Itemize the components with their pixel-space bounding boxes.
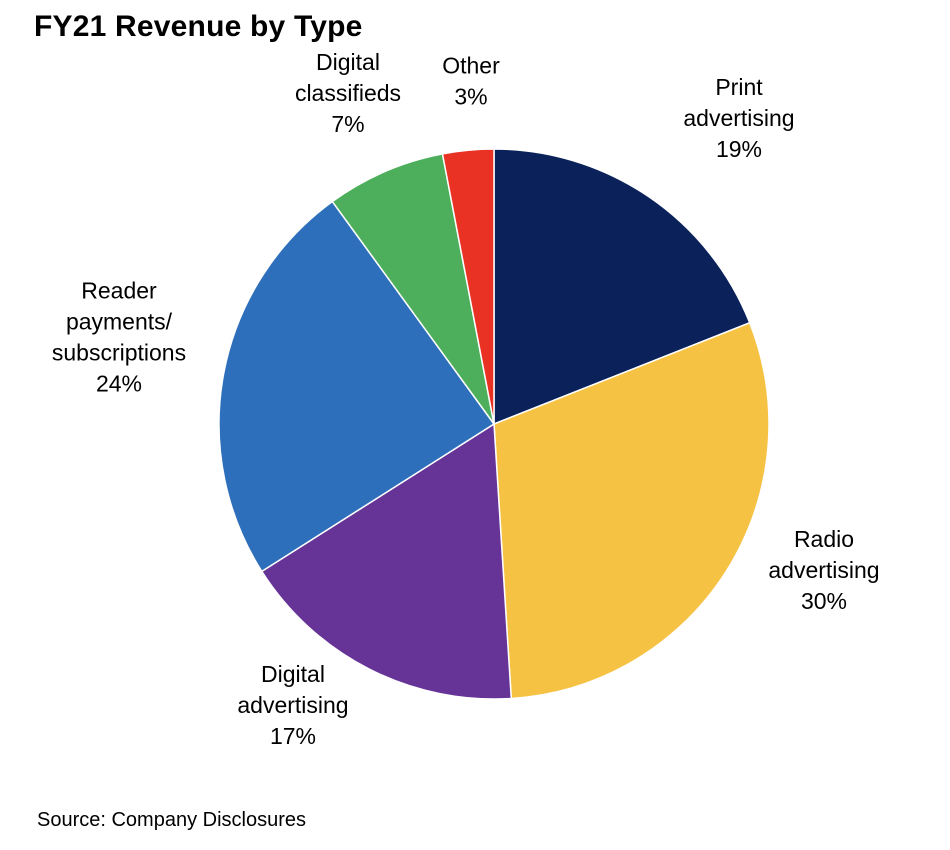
slice-name-line: advertising (237, 692, 348, 718)
slice-name-line: Print (715, 74, 763, 100)
slice-label-reader-payments-subscriptions: Reader payments/subscriptions 24% (52, 278, 186, 397)
slice-name-line: advertising (768, 557, 879, 583)
source-note: Source: Company Disclosures (37, 809, 306, 831)
slice-name-line: classifieds (295, 80, 401, 106)
chart-title: FY21 Revenue by Type (34, 10, 363, 43)
slice-name-line: Digital (316, 49, 380, 75)
slice-label-print-advertising: Print advertising 19% (683, 74, 794, 162)
slice-name-line: Digital (261, 661, 325, 687)
slice-label-radio-advertising: Radio advertising 30% (768, 526, 879, 614)
pie-slice-radio-advertising (493, 321, 770, 700)
slice-label-other: Other 3% (442, 53, 500, 110)
slice-label-digital-advertising: Digital advertising 17% (237, 661, 348, 749)
slice-name-line: advertising (683, 105, 794, 131)
pie-slice-print-advertising (493, 148, 751, 426)
slice-value-label: 30% (801, 588, 847, 614)
pie-slice-digital-classifieds (331, 152, 495, 425)
pie-slices (218, 148, 770, 700)
slice-value-label: 3% (454, 84, 487, 110)
slice-value-label: 17% (270, 723, 316, 749)
pie-slice-reader-payments-subscriptions (218, 200, 496, 573)
slice-name-line: payments/ (66, 309, 173, 335)
slice-value-label: 19% (716, 136, 762, 162)
pie-slice-other (441, 148, 495, 425)
pie-slice-digital-advertising (260, 422, 513, 700)
slice-label-digital-classifieds: Digital classifieds 7% (295, 49, 401, 137)
slice-name-line: subscriptions (52, 340, 186, 366)
slice-name-line: Radio (794, 526, 854, 552)
slice-name-line: Other (442, 53, 500, 79)
slice-name-line: Reader (81, 278, 157, 304)
slice-value-label: 7% (331, 111, 364, 137)
pie-labels: Print advertising 19% Radio advertising 30% Di… (52, 49, 880, 749)
slice-value-label: 24% (96, 371, 142, 397)
